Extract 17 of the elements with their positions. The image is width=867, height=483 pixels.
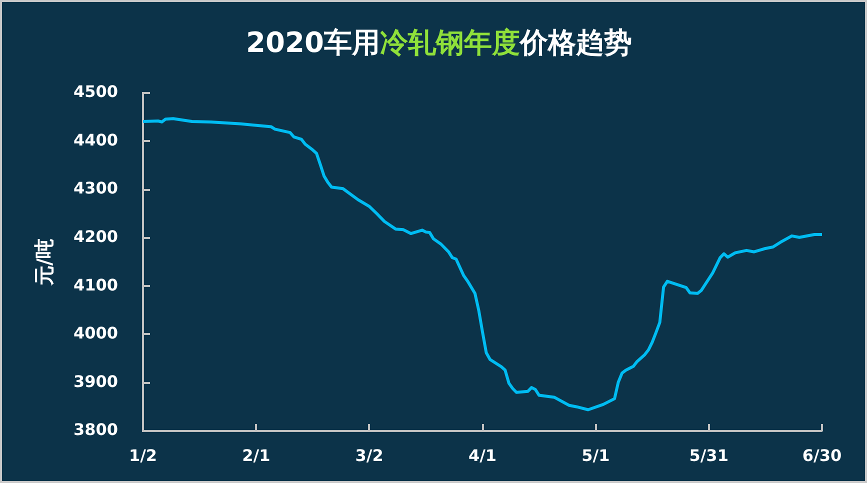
x-tick-label: 4/1 [468,446,497,465]
x-tick-label: 6/30 [802,446,842,465]
x-tick-label: 5/31 [689,446,728,465]
y-tick-label: 3800 [73,420,118,440]
y-tick-label: 4300 [73,178,118,198]
chart-title: 2020车用冷轧钢年度价格趋势 [246,26,632,59]
y-tick-label: 4200 [73,227,118,246]
y-tick-label: 4000 [73,324,118,343]
x-tick-label: 2/1 [242,446,270,465]
y-axis-title: 元/吨 [32,238,56,287]
x-tick-label: 3/2 [355,446,384,465]
y-tick-label: 4100 [73,275,118,294]
x-tick-label: 1/2 [128,446,158,465]
y-tick-label: 4500 [73,82,118,102]
y-tick-label: 4400 [73,130,118,150]
y-tick-label: 3900 [73,372,118,391]
x-tick-label: 5/1 [582,446,610,465]
